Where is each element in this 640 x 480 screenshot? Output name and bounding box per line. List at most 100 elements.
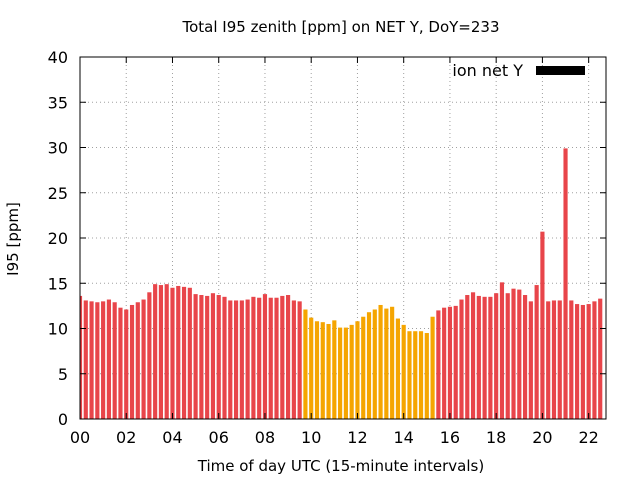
bar — [199, 295, 204, 419]
chart-title: Total I95 zenith [ppm] on NET Y, DoY=233 — [181, 18, 499, 36]
ticks — [79, 56, 606, 420]
bar — [372, 309, 377, 419]
bar — [592, 301, 597, 419]
bar — [80, 295, 83, 419]
bar — [482, 296, 487, 419]
bar — [442, 307, 447, 419]
bar — [153, 284, 158, 419]
y-tick-label: 10 — [48, 320, 68, 339]
bar — [314, 321, 320, 419]
bar — [540, 231, 545, 419]
bar — [517, 289, 522, 419]
bar — [488, 296, 493, 419]
bar — [580, 304, 585, 419]
x-tick-label: 02 — [116, 428, 136, 447]
legend-label: ion net Y — [452, 61, 523, 80]
bar — [181, 286, 187, 419]
x-tick-label: 00 — [70, 428, 90, 447]
y-tick-label: 25 — [48, 184, 68, 203]
bar — [343, 327, 348, 419]
bar — [395, 318, 400, 419]
bar — [586, 304, 591, 419]
bar — [505, 293, 510, 419]
x-tick-labels: 00 02 04 06 08 10 12 14 16 18 20 22 — [70, 428, 599, 447]
bar — [390, 306, 395, 419]
bar — [101, 301, 106, 419]
bar — [326, 323, 331, 419]
bar — [407, 331, 412, 419]
bar — [170, 287, 175, 419]
bar — [280, 295, 285, 419]
bar — [338, 327, 343, 419]
legend: ion net Y — [452, 61, 585, 80]
bar — [459, 299, 464, 419]
bar — [447, 306, 453, 419]
bar — [470, 292, 476, 419]
bar — [147, 292, 152, 419]
x-tick-label: 22 — [578, 428, 598, 447]
bar — [418, 331, 424, 419]
y-tick-label: 35 — [48, 93, 68, 112]
y-tick-label: 5 — [58, 365, 68, 384]
bar — [332, 320, 337, 419]
y-tick-label: 40 — [48, 48, 68, 67]
bar — [216, 295, 221, 419]
bar — [557, 300, 562, 419]
bar — [436, 310, 441, 419]
bar — [551, 300, 557, 419]
bar — [534, 285, 539, 419]
bar — [522, 295, 528, 419]
bar — [598, 298, 603, 419]
y-axis-label: I95 [ppm] — [4, 202, 22, 276]
bar — [274, 297, 279, 419]
bar — [424, 333, 429, 419]
bar — [268, 297, 273, 419]
bar — [164, 284, 169, 419]
bar — [465, 295, 470, 419]
bar — [124, 309, 129, 419]
bar — [494, 293, 499, 419]
y-tick-labels: 0 5 10 15 20 25 30 35 40 — [48, 48, 68, 429]
bar — [291, 300, 296, 419]
x-tick-label: 06 — [209, 428, 229, 447]
bar — [83, 300, 88, 419]
bar — [245, 299, 250, 419]
bar — [575, 304, 580, 419]
y-tick-label: 20 — [48, 229, 68, 248]
bar — [129, 304, 135, 419]
grid — [80, 57, 606, 419]
bar — [413, 331, 418, 419]
bar — [320, 322, 325, 419]
bar — [499, 282, 505, 419]
x-tick-label: 20 — [532, 428, 552, 447]
bar — [222, 296, 227, 419]
bar — [569, 300, 574, 419]
bar — [228, 300, 233, 419]
bar — [361, 316, 366, 419]
bar — [158, 285, 164, 419]
bar — [476, 295, 481, 419]
y-tick-label: 15 — [48, 274, 68, 293]
bar — [89, 301, 94, 419]
bar — [355, 321, 360, 419]
bar — [95, 302, 100, 419]
bar — [112, 302, 117, 419]
x-tick-label: 16 — [440, 428, 460, 447]
bar — [511, 288, 516, 419]
bar — [378, 304, 383, 419]
x-tick-label: 10 — [301, 428, 321, 447]
bar — [430, 316, 435, 419]
bar — [453, 305, 458, 419]
bar — [233, 300, 239, 419]
bar — [193, 294, 198, 419]
bar — [118, 307, 123, 419]
x-tick-label: 08 — [255, 428, 275, 447]
bar — [303, 309, 308, 419]
bar — [286, 295, 291, 419]
bar — [349, 324, 354, 419]
bar — [239, 300, 244, 419]
bar — [262, 294, 268, 419]
bar — [546, 301, 551, 419]
x-tick-label: 14 — [394, 428, 414, 447]
